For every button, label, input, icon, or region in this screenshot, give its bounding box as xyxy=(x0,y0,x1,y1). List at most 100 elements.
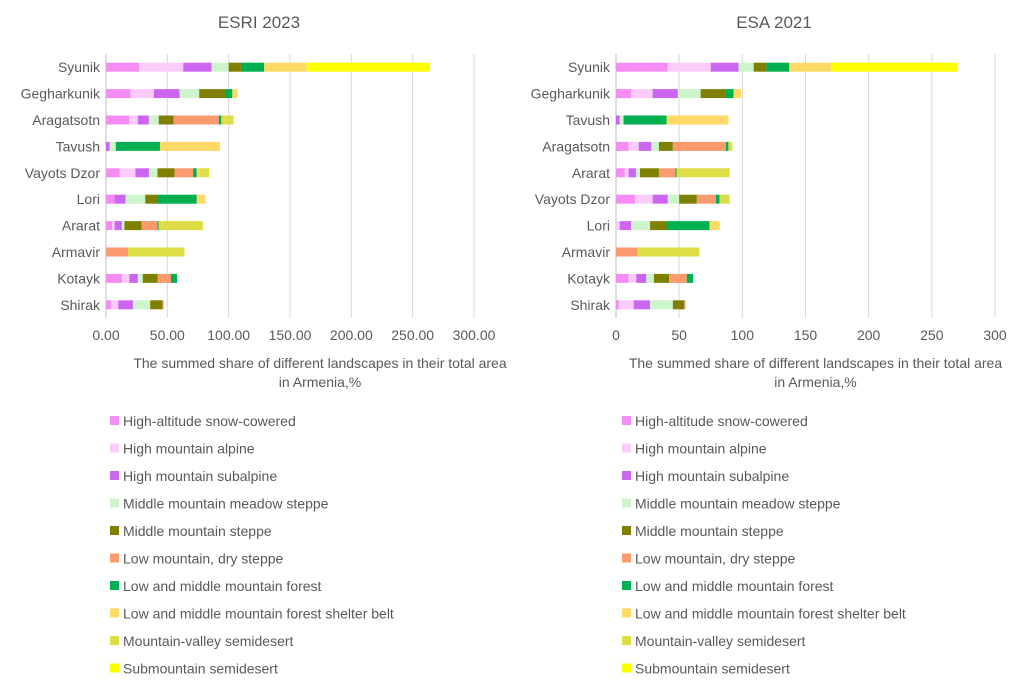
legend-swatch xyxy=(110,498,119,508)
bar-segment xyxy=(174,168,194,178)
legend: High-altitude snow-cowered High mountain … xyxy=(622,413,906,677)
bar-segment xyxy=(631,221,651,231)
x-tick-label: 300.00 xyxy=(453,327,496,343)
bar-segment xyxy=(137,115,149,125)
legend-item: Submountain semidesert xyxy=(622,661,790,677)
legend-item: High mountain subalpine xyxy=(110,468,277,484)
bar-segment xyxy=(196,194,206,204)
legend-label: Low and middle mountain forest shelter b… xyxy=(635,606,906,622)
bar-segment xyxy=(157,221,159,231)
legend-swatch xyxy=(110,636,119,645)
legend-swatch xyxy=(110,608,119,618)
bar-segment xyxy=(159,141,221,151)
bar-segment xyxy=(753,62,767,72)
x-tick-label: 300 xyxy=(983,327,1007,343)
legend-item: Low and middle mountain forest xyxy=(110,578,322,594)
bar-segment xyxy=(179,89,200,99)
bar-segment xyxy=(129,273,138,283)
bar-segment xyxy=(211,62,229,72)
bar-segment xyxy=(696,194,716,204)
bar-segment xyxy=(150,300,163,310)
x-tick-label: 100 xyxy=(731,327,755,343)
legend-item: High mountain alpine xyxy=(622,441,767,457)
bar-segment xyxy=(145,194,158,204)
legend-swatch xyxy=(110,471,119,480)
bar-segment xyxy=(667,62,711,72)
bar-segment xyxy=(224,89,233,99)
legend-swatch xyxy=(622,498,631,508)
bar-segment xyxy=(616,300,619,310)
legend-item: Middle mountain steppe xyxy=(622,523,784,539)
bar-segment xyxy=(114,221,122,231)
legend-item: Low and middle mountain forest shelter b… xyxy=(110,606,394,622)
legend-label: Low and middle mountain forest xyxy=(123,578,322,594)
bar-segment xyxy=(193,168,197,178)
bar-segment xyxy=(628,168,637,178)
y-tick-label: Lori xyxy=(77,191,100,207)
bar-segment xyxy=(624,168,629,178)
legend-swatch xyxy=(110,581,119,590)
bar-segment xyxy=(738,62,754,72)
legend-swatch xyxy=(110,443,119,453)
bar-segment xyxy=(114,194,126,204)
legend-item: Low and middle mountain forest shelter b… xyxy=(622,606,906,622)
bar-segment xyxy=(106,115,130,125)
bar-segment xyxy=(679,194,697,204)
legend-item: Middle mountain meadow steppe xyxy=(622,496,841,512)
bar-segment xyxy=(183,62,212,72)
bar-segment xyxy=(710,62,739,72)
bar-segment xyxy=(106,221,113,231)
chart-title: ESRI 2023 xyxy=(218,13,300,32)
bar-segment xyxy=(158,221,203,231)
y-tick-label: Kotayk xyxy=(57,270,101,286)
legend-item: Low mountain, dry steppe xyxy=(110,551,284,567)
bar-segment xyxy=(148,168,158,178)
legend-label: Low and middle mountain forest shelter b… xyxy=(123,606,394,622)
bar-segment xyxy=(652,194,668,204)
bar-segment xyxy=(638,141,652,151)
bar-segment xyxy=(142,273,158,283)
bar-segment xyxy=(240,62,265,72)
bar-segment xyxy=(128,247,185,257)
bar-segment xyxy=(709,221,720,231)
legend-item: Low and middle mountain forest xyxy=(622,578,834,594)
bar-segment xyxy=(153,89,180,99)
legend-swatch xyxy=(622,526,631,535)
bar-segment xyxy=(232,89,238,99)
legend-item: High mountain subalpine xyxy=(622,468,789,484)
bar-segment xyxy=(830,62,958,72)
legend-item: Mountain-valley semidesert xyxy=(110,633,294,649)
legend-item: High-altitude snow-cowered xyxy=(110,413,296,429)
bar-segment xyxy=(636,273,647,283)
y-tick-label: Kotayk xyxy=(567,270,611,286)
legend-label: Mountain-valley semidesert xyxy=(635,633,806,649)
bar-segment xyxy=(666,115,729,125)
bar-segment xyxy=(672,141,726,151)
bar-segment xyxy=(677,89,701,99)
bar-segment xyxy=(653,273,670,283)
legend-label: Low mountain, dry steppe xyxy=(123,551,284,567)
bar-segment xyxy=(616,168,625,178)
bar-segment xyxy=(307,62,430,72)
bar-segment xyxy=(666,221,710,231)
bar-segment xyxy=(121,273,130,283)
bar-segment xyxy=(130,89,154,99)
chart-title: ESA 2021 xyxy=(736,13,812,32)
bar-segment xyxy=(157,168,175,178)
x-tick-label: 250 xyxy=(920,327,944,343)
legend-swatch xyxy=(622,608,631,618)
bar-segment xyxy=(106,273,122,283)
bar-segment xyxy=(162,300,164,310)
bar-segment xyxy=(125,194,146,204)
x-tick-label: 100.00 xyxy=(207,327,250,343)
bar-segment xyxy=(725,141,729,151)
bar-segment xyxy=(640,168,659,178)
bar-segment xyxy=(109,141,116,151)
x-tick-label: 50 xyxy=(671,327,687,343)
legend-label: Submountain semidesert xyxy=(123,661,278,677)
legend-label: Submountain semidesert xyxy=(635,661,790,677)
bar-segment xyxy=(129,115,138,125)
bar-segment xyxy=(106,89,131,99)
bar-segment xyxy=(658,168,676,178)
legend-swatch xyxy=(110,553,119,563)
